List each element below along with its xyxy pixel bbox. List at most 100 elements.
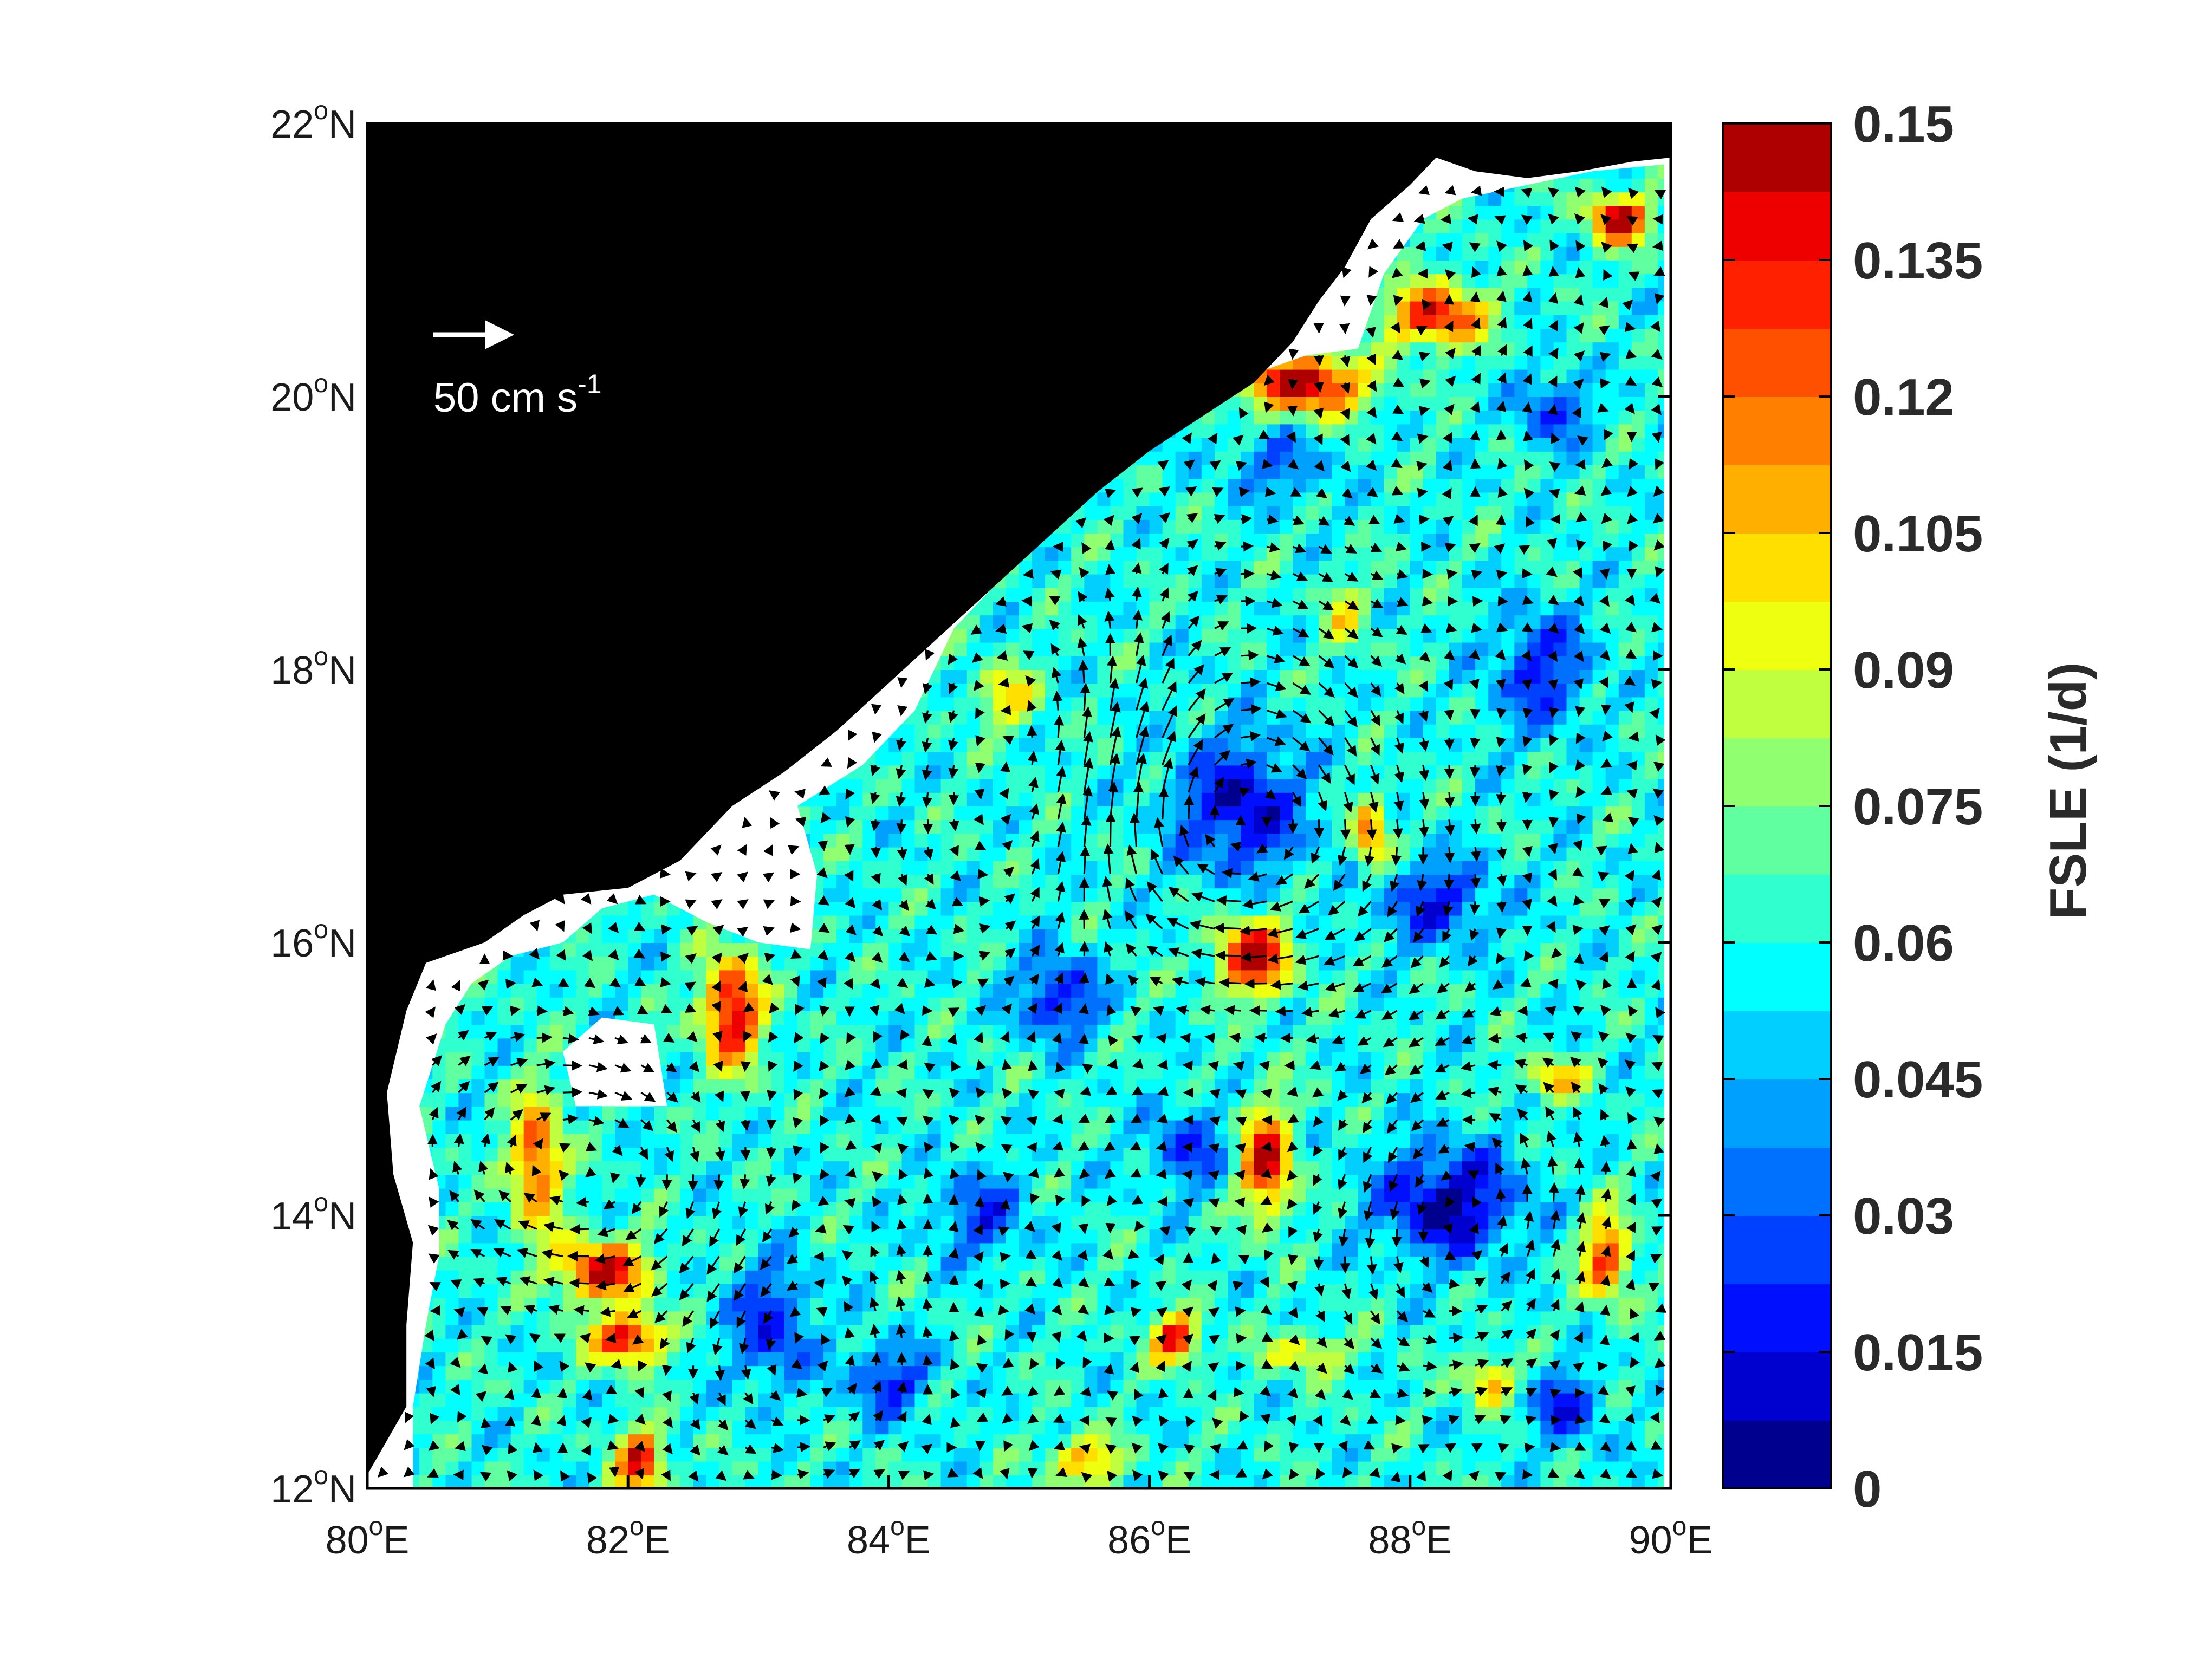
fsle-cell	[562, 1242, 576, 1257]
fsle-cell	[680, 1297, 694, 1312]
fsle-cell	[875, 1447, 890, 1462]
fsle-cell	[536, 1011, 550, 1025]
fsle-cell	[849, 888, 864, 902]
fsle-cell	[979, 669, 994, 684]
fsle-cell	[966, 1011, 981, 1025]
fsle-cell	[836, 1406, 851, 1421]
fsle-cell	[914, 1256, 929, 1271]
fsle-cell	[745, 1256, 759, 1271]
fsle-cell	[719, 1242, 733, 1257]
fsle-cell	[940, 1024, 955, 1039]
fsle-cell	[979, 792, 994, 806]
fsle-cell	[615, 1474, 629, 1488]
fsle-cell	[589, 970, 603, 984]
fsle-cell	[901, 1297, 916, 1312]
fsle-cell	[862, 983, 877, 998]
fsle-cell	[432, 1365, 446, 1380]
fsle-cell	[419, 1393, 433, 1407]
fsle-cell	[654, 1215, 668, 1230]
fsle-cell	[953, 1092, 968, 1107]
fsle-cell	[901, 942, 916, 957]
fsle-cell	[510, 1188, 524, 1202]
fsle-cell	[940, 1120, 955, 1134]
fsle-cell	[615, 1461, 629, 1475]
fsle-cell	[979, 765, 994, 779]
fsle-cell	[719, 1188, 733, 1202]
fsle-cell	[914, 1311, 929, 1325]
fsle-cell	[1006, 792, 1020, 806]
fsle-cell	[784, 1079, 798, 1094]
fsle-cell	[993, 669, 1007, 684]
fsle-cell	[484, 1120, 498, 1134]
fsle-cell	[628, 1324, 642, 1339]
fsle-cell	[413, 1406, 420, 1421]
fsle-cell	[576, 1284, 590, 1298]
fsle-cell	[940, 1201, 955, 1216]
fsle-cell	[823, 819, 838, 834]
fsle-cell	[849, 1474, 864, 1488]
fsle-cell	[458, 1338, 472, 1352]
fsle-cell	[888, 1051, 903, 1066]
fsle-cell	[497, 1051, 511, 1066]
fsle-cell	[993, 1242, 1007, 1257]
fsle-cell	[680, 1474, 694, 1488]
fsle-cell	[1006, 1079, 1020, 1094]
fsle-cell	[862, 1447, 877, 1462]
fsle-cell	[888, 1092, 903, 1107]
fsle-cell	[979, 1365, 994, 1380]
fsle-cell	[953, 1051, 968, 1066]
fsle-cell	[823, 1242, 838, 1257]
fsle-cell	[484, 1434, 498, 1448]
fsle-cell	[628, 1215, 642, 1230]
fsle-cell	[654, 1161, 668, 1175]
fsle-cell	[797, 956, 812, 971]
fsle-cell	[836, 915, 851, 929]
fsle-cell	[536, 1147, 550, 1162]
fsle-cell	[993, 683, 1007, 698]
fsle-cell	[1006, 956, 1020, 971]
fsle-cell	[589, 1174, 603, 1189]
fsle-cell	[940, 1434, 955, 1448]
fsle-cell	[484, 1161, 498, 1175]
fsle-cell	[562, 1284, 576, 1298]
fsle-cell	[901, 1352, 916, 1367]
fsle-cell	[888, 847, 903, 861]
fsle-cell	[784, 1379, 798, 1394]
fsle-cell	[914, 928, 929, 943]
fsle-cell	[615, 1297, 629, 1312]
fsle-cell	[562, 1120, 576, 1134]
fsle-cell	[927, 1270, 942, 1284]
fsle-cell	[1006, 724, 1020, 738]
fsle-cell	[432, 1406, 446, 1421]
fsle-cell	[523, 983, 537, 998]
fsle-cell	[875, 1106, 890, 1121]
fsle-cell	[979, 1065, 994, 1079]
fsle-cell	[523, 1311, 537, 1325]
fsle-cell	[1006, 574, 1020, 588]
fsle-cell	[510, 1284, 524, 1298]
fsle-cell	[706, 1161, 720, 1175]
fsle-cell	[719, 1038, 733, 1052]
fsle-cell	[758, 1133, 772, 1148]
fsle-cell	[993, 860, 1007, 875]
fsle-cell	[471, 1256, 485, 1271]
fsle-cell	[1006, 1365, 1020, 1380]
fsle-cell	[510, 1379, 524, 1394]
fsle-cell	[849, 1051, 864, 1066]
fsle-cell	[849, 970, 864, 984]
fsle-cell	[758, 1474, 772, 1488]
fsle-cell	[979, 642, 994, 656]
fsle-cell	[758, 1352, 772, 1367]
fsle-cell	[1006, 751, 1020, 766]
fsle-cell	[875, 915, 890, 929]
fsle-cell	[849, 915, 864, 929]
fsle-cell	[510, 1393, 524, 1407]
fsle-cell	[641, 970, 655, 984]
fsle-cell	[745, 1229, 759, 1244]
fsle-cell	[875, 1393, 890, 1407]
fsle-cell	[993, 1284, 1007, 1298]
fsle-cell	[615, 1188, 629, 1202]
fsle-cell	[979, 697, 994, 711]
fsle-cell	[615, 1215, 629, 1230]
fsle-cell	[927, 819, 942, 834]
